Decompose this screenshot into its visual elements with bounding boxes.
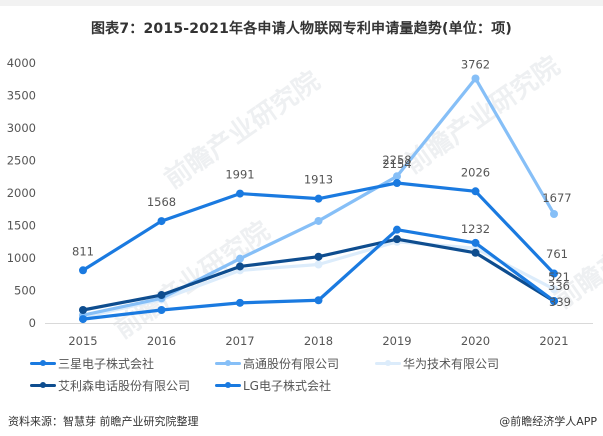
data-point-marker	[393, 225, 401, 234]
data-point-marker	[236, 262, 244, 271]
x-tick-label: 2015	[68, 334, 97, 348]
data-point-marker	[393, 172, 401, 181]
data-point-marker	[550, 209, 558, 218]
x-tick-label: 2018	[304, 334, 333, 348]
data-label: 2258	[382, 153, 411, 167]
data-label: 761	[546, 247, 568, 261]
data-label: 2154	[382, 157, 411, 171]
data-label: 2026	[461, 165, 490, 179]
top-bar	[0, 0, 603, 6]
data-label: 521	[548, 270, 570, 284]
data-point-marker	[236, 254, 244, 263]
x-tick-label: 2021	[539, 334, 568, 348]
legend-label: LG电子株式会社	[243, 379, 331, 393]
y-tick-label: 2500	[7, 154, 36, 168]
legend-label: 艾利森电话股份有限公司	[58, 379, 191, 393]
data-label: 1568	[147, 195, 176, 209]
y-tick-label: 0	[29, 316, 36, 330]
data-point-marker	[393, 235, 401, 244]
data-point-marker	[314, 296, 323, 305]
legend-label: 高通股份有限公司	[243, 357, 340, 371]
legend-item-ericsson[interactable]: 艾利森电话股份有限公司	[30, 377, 190, 394]
data-label: 3762	[461, 57, 490, 71]
data-label: 339	[549, 295, 571, 309]
y-tick-label: 500	[14, 284, 36, 298]
legend-line-icon	[30, 382, 56, 388]
credit-note: @前瞻经济学人APP	[499, 415, 597, 428]
y-tick-label: 1500	[7, 219, 36, 233]
data-point-marker	[471, 248, 480, 257]
series-line	[82, 228, 555, 321]
x-tick-label: 2016	[147, 334, 176, 348]
data-point-marker	[314, 252, 323, 261]
data-point-marker	[550, 269, 558, 278]
data-point-marker	[157, 306, 166, 314]
legend-item-huawei[interactable]: 华为技术有限公司	[375, 355, 499, 372]
data-point-marker	[314, 194, 323, 203]
data-point-marker	[157, 291, 166, 300]
data-point-marker	[471, 74, 480, 83]
data-point-marker	[471, 238, 480, 247]
source-note: 资料来源：智慧芽 前瞻产业研究院整理	[8, 415, 199, 428]
x-tick-label: 2019	[382, 334, 411, 348]
y-tick-label: 4000	[7, 56, 36, 70]
data-point-marker	[236, 298, 244, 307]
data-point-marker	[236, 189, 244, 198]
data-point-marker	[79, 266, 87, 275]
legend-line-icon	[375, 360, 401, 366]
data-label: 1913	[304, 173, 333, 187]
legend-label: 三星电子株式会社	[58, 357, 155, 371]
legend-item-lg[interactable]: LG电子株式会社	[215, 377, 331, 394]
data-point-marker	[157, 217, 166, 226]
y-tick-label: 2000	[7, 186, 36, 200]
data-label: 1991	[225, 168, 254, 182]
legend-item-samsung[interactable]: 三星电子株式会社	[30, 355, 154, 372]
data-point-marker	[550, 285, 558, 294]
legend-label: 华为技术有限公司	[403, 357, 500, 371]
data-point-marker	[314, 260, 323, 269]
data-point-marker	[314, 216, 323, 225]
data-point-marker	[79, 315, 87, 324]
data-point-marker	[550, 296, 558, 305]
data-point-marker	[393, 178, 401, 187]
data-label: 1677	[542, 191, 571, 205]
data-label: 336	[548, 279, 570, 293]
y-tick-label: 3000	[7, 121, 36, 135]
x-tick-label: 2020	[461, 334, 490, 348]
legend-line-icon	[215, 382, 241, 388]
legend-line-icon	[30, 360, 56, 366]
data-label: 1232	[461, 222, 490, 236]
legend-line-icon	[215, 360, 241, 366]
y-tick-label: 1000	[7, 251, 36, 265]
data-point-marker	[79, 306, 87, 314]
data-point-marker	[471, 187, 480, 196]
y-tick-label: 3500	[7, 89, 36, 103]
chart-title: 图表7：2015-2021年各申请人物联网专利申请量趋势(单位：项)	[90, 21, 513, 37]
legend-item-qualcomm[interactable]: 高通股份有限公司	[215, 355, 339, 372]
x-tick-label: 2017	[225, 334, 254, 348]
data-label: 811	[72, 244, 94, 258]
